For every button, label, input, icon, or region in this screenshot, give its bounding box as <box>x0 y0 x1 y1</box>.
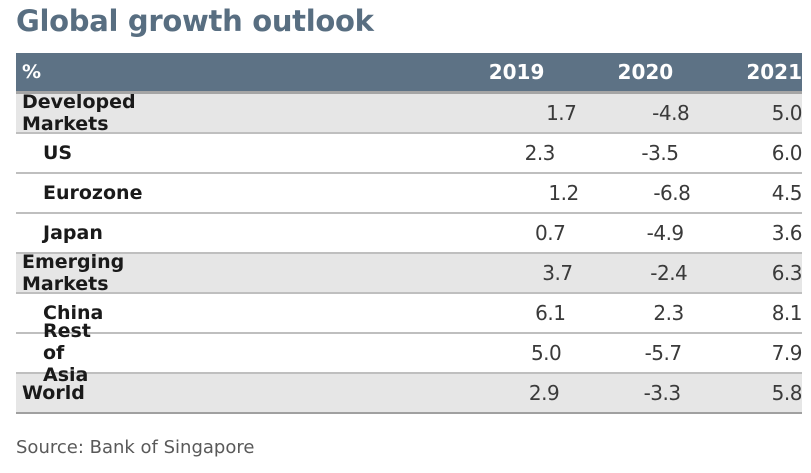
page-title: Global growth outlook <box>16 4 374 38</box>
column-header-2020: 2020 <box>617 60 674 84</box>
value-cell-2021: 6.3 <box>771 261 803 285</box>
source-note: Source: Bank of Singapore <box>16 437 255 458</box>
value-cell-2020: -3.5 <box>641 141 679 165</box>
row-label: Rest of Asia <box>43 320 91 386</box>
value-cell-2020: 2.3 <box>653 301 684 325</box>
value-cell-2020: -3.3 <box>643 381 682 405</box>
table-row: US 2.3 -3.5 6.0 <box>16 134 802 174</box>
row-label: Eurozone <box>43 182 143 204</box>
value-cell-2021: 3.6 <box>771 221 803 245</box>
row-label: China <box>43 302 104 324</box>
table-row: Japan 0.7 -4.9 3.6 <box>16 214 803 254</box>
value-cell-2020: -6.8 <box>653 181 691 205</box>
value-cell-2019: 0.7 <box>535 221 566 245</box>
value-cell-2019: 1.2 <box>548 181 579 205</box>
value-cell-2021: 8.1 <box>771 301 803 325</box>
value-cell-2020: -4.9 <box>646 221 685 245</box>
table-header-row: % 2019 2020 2021 <box>16 53 802 94</box>
value-cell-2021: 7.9 <box>771 341 803 365</box>
value-cell-2019: 5.0 <box>530 341 562 365</box>
value-cell-2020: -2.4 <box>650 261 688 285</box>
value-cell-2021: 4.5 <box>771 181 803 205</box>
value-cell-2019: 2.3 <box>524 141 556 165</box>
row-label: World <box>22 382 85 404</box>
value-cell-2021: 5.0 <box>771 101 803 125</box>
column-header-2021: 2021 <box>746 60 803 84</box>
row-label: Developed Markets <box>22 91 136 135</box>
table-row: World 2.9 -3.3 5.8 <box>16 374 802 414</box>
value-cell-2020: -5.7 <box>644 341 683 365</box>
row-label: Emerging Markets <box>22 251 125 295</box>
column-header-2019: 2019 <box>488 60 545 84</box>
value-cell-2019: 6.1 <box>535 301 566 325</box>
value-cell-2019: 2.9 <box>528 381 560 405</box>
table-row: Emerging Markets 3.7 -2.4 6.3 <box>16 251 803 295</box>
table-row: Eurozone 1.2 -6.8 4.5 <box>16 174 802 214</box>
value-cell-2020: -4.8 <box>652 101 690 125</box>
growth-table: % 2019 2020 2021 Developed Markets 1.7 -4.… <box>16 53 803 414</box>
row-label: Japan <box>43 222 103 244</box>
table-row: Rest of Asia 5.0 -5.7 7.9 <box>16 320 803 386</box>
value-cell-2021: 6.0 <box>771 141 803 165</box>
unit-header: % <box>22 61 42 83</box>
row-label: US <box>43 142 73 164</box>
value-cell-2021: 5.8 <box>771 381 803 405</box>
value-cell-2019: 3.7 <box>542 261 573 285</box>
value-cell-2019: 1.7 <box>546 101 577 125</box>
table-body: Developed Markets 1.7 -4.8 5.0 US 2.3 -3.5 6.0 E… <box>16 91 803 414</box>
table-row: China 6.1 2.3 8.1 <box>16 294 803 334</box>
table-row: Developed Markets 1.7 -4.8 5.0 <box>16 91 803 135</box>
